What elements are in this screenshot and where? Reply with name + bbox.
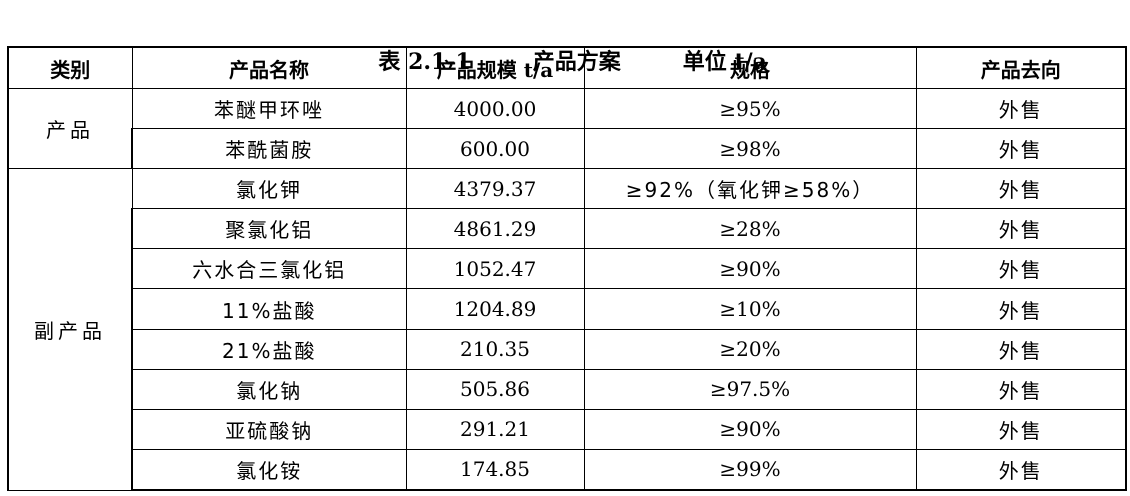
product-plan-table: 类别 产品名称 产品规模 t/a 规格 产品去向 产品 苯醚甲环唑 4000.0…: [7, 46, 1127, 491]
scale-cell: 1052.47: [405, 248, 585, 290]
destination-cell: 外售: [915, 208, 1127, 250]
product-name-cell: 聚氯化铝: [131, 208, 407, 250]
spec-cell: ≥90%: [583, 408, 917, 450]
spec-cell: ≥98%: [583, 128, 917, 170]
scale-cell: 1204.89: [405, 288, 585, 330]
spec-cell: ≥90%: [583, 248, 917, 290]
destination-cell: 外售: [915, 168, 1127, 210]
table-caption: 表 2.1-1 产品方案 单位 t/a: [0, 2, 1130, 75]
header-destination: 产品去向: [915, 46, 1127, 89]
header-category: 类别: [7, 46, 133, 89]
header-row: 类别 产品名称 产品规模 t/a 规格 产品去向: [7, 46, 1127, 89]
scale-cell: 4861.29: [405, 208, 585, 250]
scale-cell: 4000.00: [405, 87, 585, 130]
spec-cell: ≥92%（氧化钾≥58%）: [583, 168, 917, 210]
destination-cell: 外售: [915, 128, 1127, 170]
category-cell: 产品: [7, 87, 133, 170]
scale-cell: 4379.37: [405, 168, 585, 210]
spec-cell: ≥28%: [583, 208, 917, 250]
product-name-cell: 氯化铵: [131, 448, 407, 491]
table-row: 氯化铵 174.85 ≥99% 外售: [8, 448, 1127, 491]
table-row: 氯化钠 505.86 ≥97.5% 外售: [8, 368, 1127, 410]
product-name-cell: 苯醚甲环唑: [131, 87, 407, 130]
table-row: 亚硫酸钠 291.21 ≥90% 外售: [8, 408, 1127, 450]
header-scale: 产品规模 t/a: [405, 46, 585, 89]
product-name-cell: 苯酰菌胺: [131, 128, 407, 170]
destination-cell: 外售: [915, 328, 1127, 370]
spec-cell: ≥95%: [583, 87, 917, 130]
spec-cell: ≥99%: [583, 448, 917, 491]
table-row: 苯酰菌胺 600.00 ≥98% 外售: [8, 128, 1127, 170]
product-name-cell: 氯化钠: [131, 368, 407, 410]
scale-cell: 210.35: [405, 328, 585, 370]
table-row: 21%盐酸 210.35 ≥20% 外售: [8, 328, 1127, 370]
destination-cell: 外售: [915, 368, 1127, 410]
product-name-cell: 21%盐酸: [131, 328, 407, 370]
spec-cell: ≥10%: [583, 288, 917, 330]
table-row: 产品 苯醚甲环唑 4000.00 ≥95% 外售: [7, 87, 1127, 170]
spec-cell: ≥97.5%: [583, 368, 917, 410]
spec-cell: ≥20%: [583, 328, 917, 370]
header-product-name: 产品名称: [131, 46, 407, 89]
table-row: 聚氯化铝 4861.29 ≥28% 外售: [8, 208, 1127, 250]
product-name-cell: 氯化钾: [131, 168, 407, 210]
scale-cell: 291.21: [405, 408, 585, 450]
header-spec: 规格: [583, 46, 917, 89]
destination-cell: 外售: [915, 408, 1127, 450]
destination-cell: 外售: [915, 288, 1127, 330]
table-row: 六水合三氯化铝 1052.47 ≥90% 外售: [8, 248, 1127, 290]
scale-cell: 600.00: [405, 128, 585, 170]
scale-cell: 174.85: [405, 448, 585, 491]
table-row: 11%盐酸 1204.89 ≥10% 外售: [8, 288, 1127, 330]
destination-cell: 外售: [915, 248, 1127, 290]
destination-cell: 外售: [915, 448, 1127, 491]
category-cell: 副产品: [7, 168, 133, 491]
scale-cell: 505.86: [405, 368, 585, 410]
product-name-cell: 11%盐酸: [131, 288, 407, 330]
product-name-cell: 六水合三氯化铝: [131, 248, 407, 290]
table-row: 副产品 氯化钾 4379.37 ≥92%（氧化钾≥58%） 外售: [7, 168, 1127, 491]
destination-cell: 外售: [915, 87, 1127, 130]
product-name-cell: 亚硫酸钠: [131, 408, 407, 450]
